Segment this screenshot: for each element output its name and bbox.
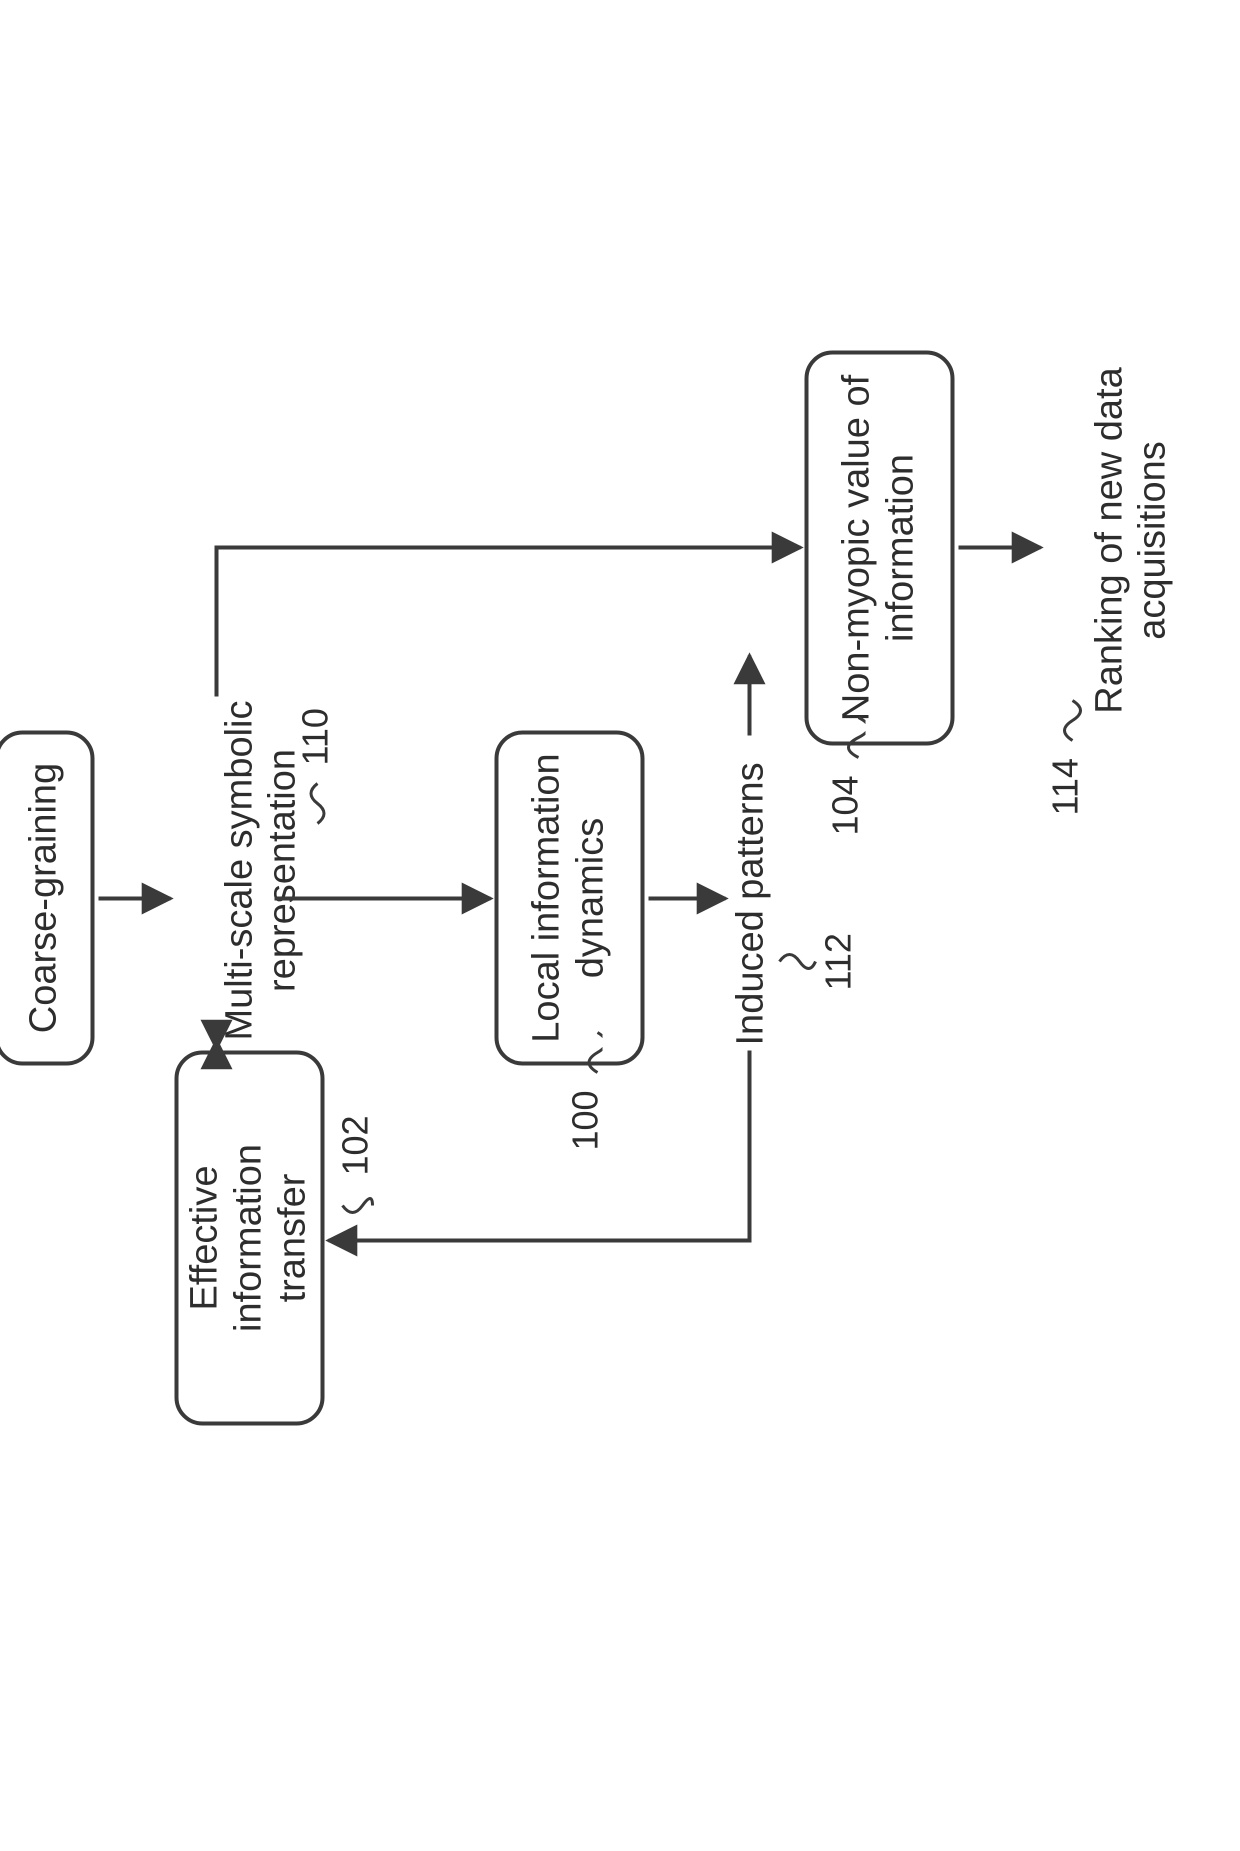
node-coarse-graining-text: Coarse-graining [23, 763, 67, 1033]
label-induced-text: Induced patterns [730, 762, 772, 1045]
label-ranking-text: Ranking of new data acquisitions [1088, 367, 1174, 713]
ref-114: 114 [1045, 698, 1086, 815]
node-local-info-text: Local information dynamics [526, 753, 613, 1042]
label-induced: Induced patterns [730, 762, 774, 1045]
ref-100: 100 [565, 1030, 606, 1150]
node-effective-info: Effective information transfer [175, 1051, 325, 1426]
node-non-myopic: Non-myopic value of information [805, 351, 955, 746]
ref-104: 104 [825, 715, 866, 835]
label-ranking: Ranking of new data acquisitions [1045, 351, 1176, 731]
node-effective-info-text: Effective information transfer [184, 1071, 315, 1406]
node-coarse-graining: Coarse-graining [0, 731, 95, 1066]
label-multiscale: Multi-scale symbolic representation [175, 696, 306, 1046]
rotated-content: Data 108 Coarse-graining 106 Multi-scale… [0, 306, 1240, 1546]
figure-canvas: Data 108 Coarse-graining 106 Multi-scale… [0, 0, 1240, 1851]
ref-102: 102 [335, 1115, 376, 1225]
ref-106: 106 [0, 595, 6, 715]
label-multiscale-text: Multi-scale symbolic representation [218, 701, 304, 1041]
node-non-myopic-text: Non-myopic value of information [836, 375, 923, 721]
ref-110: 110 [295, 708, 336, 825]
node-local-info: Local information dynamics [495, 731, 645, 1066]
ref-112: 112 [775, 933, 860, 990]
